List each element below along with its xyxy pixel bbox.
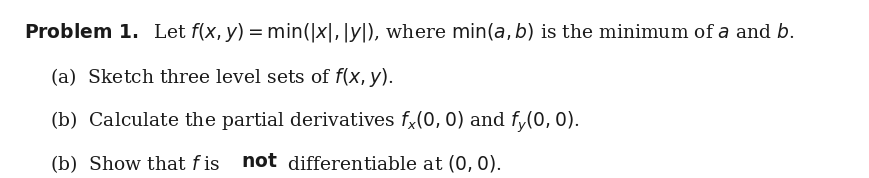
Text: $\mathbf{not}$: $\mathbf{not}$ xyxy=(241,153,277,171)
Text: (b)  Calculate the partial derivatives $f_x(0, 0)$ and $f_y(0, 0)$.: (b) Calculate the partial derivatives $f… xyxy=(50,110,580,135)
Text: differentiable at $(0, 0)$.: differentiable at $(0, 0)$. xyxy=(282,153,501,174)
Text: (b)  Show that $f$ is: (b) Show that $f$ is xyxy=(50,153,221,175)
Text: $\mathbf{Problem\ 1.}$  Let $f(x, y) = \mathrm{min}(|x|, |y|)$, where $\mathrm{m: $\mathbf{Problem\ 1.}$ Let $f(x, y) = \m… xyxy=(23,21,793,44)
Text: (a)  Sketch three level sets of $f(x, y)$.: (a) Sketch three level sets of $f(x, y)$… xyxy=(50,66,394,89)
